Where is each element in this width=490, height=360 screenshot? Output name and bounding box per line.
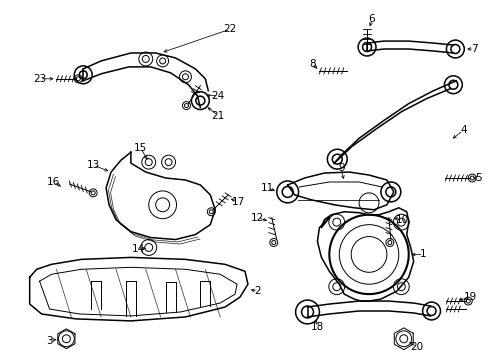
Text: 3: 3 xyxy=(46,336,53,346)
Text: 18: 18 xyxy=(311,322,324,332)
Text: 21: 21 xyxy=(212,111,225,121)
Text: 7: 7 xyxy=(471,44,478,54)
Text: 14: 14 xyxy=(132,244,146,255)
Polygon shape xyxy=(288,172,394,210)
Polygon shape xyxy=(106,152,215,239)
Text: 1: 1 xyxy=(420,249,427,260)
Polygon shape xyxy=(318,208,414,301)
Text: 5: 5 xyxy=(475,173,482,183)
Text: 2: 2 xyxy=(255,286,261,296)
Polygon shape xyxy=(30,257,248,321)
Text: 16: 16 xyxy=(47,177,60,187)
Text: 8: 8 xyxy=(309,59,316,69)
Text: 9: 9 xyxy=(338,163,344,173)
Text: 24: 24 xyxy=(212,91,225,101)
Text: 22: 22 xyxy=(223,24,237,34)
Text: 15: 15 xyxy=(134,143,147,153)
Text: 23: 23 xyxy=(33,74,46,84)
Text: 6: 6 xyxy=(368,14,375,24)
Text: 4: 4 xyxy=(460,125,466,135)
Text: 17: 17 xyxy=(231,197,245,207)
Text: 12: 12 xyxy=(251,213,265,223)
Text: 11: 11 xyxy=(261,183,274,193)
Text: 19: 19 xyxy=(464,292,477,302)
Text: 20: 20 xyxy=(410,342,423,352)
Text: 13: 13 xyxy=(87,160,100,170)
Text: 10: 10 xyxy=(396,215,409,225)
